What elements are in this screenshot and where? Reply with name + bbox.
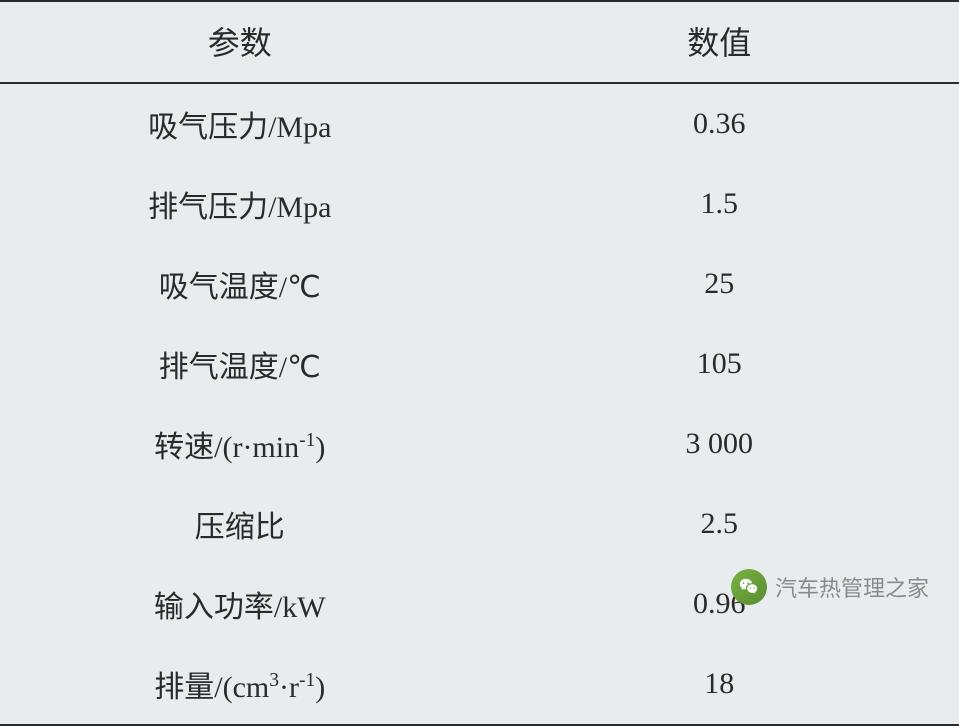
value-cell: 25 [480, 244, 959, 324]
table-row: 吸气压力/Mpa 0.36 [0, 83, 959, 164]
header-value: 数值 [480, 1, 959, 83]
param-name: 转速 [154, 431, 214, 464]
param-unit: /℃ [279, 351, 321, 384]
param-cell: 吸气压力/Mpa [0, 83, 480, 164]
param-cell: 转速/(r·min-1) [0, 404, 480, 484]
table-row: 压缩比 2.5 [0, 484, 959, 564]
param-name: 吸气温度 [159, 271, 279, 304]
value-cell: 105 [480, 324, 959, 404]
param-name: 压缩比 [195, 511, 285, 544]
param-unit: /(cm3·r-1) [214, 671, 325, 704]
value-cell: 3 000 [480, 404, 959, 484]
parameters-table: 参数 数值 吸气压力/Mpa 0.36 排气压力/Mpa 1.5 吸气温度/℃ [0, 0, 959, 726]
param-unit: /kW [274, 591, 326, 624]
param-unit: /Mpa [268, 111, 331, 144]
value-cell: 0.36 [480, 83, 959, 164]
param-cell: 输入功率/kW [0, 564, 480, 644]
wechat-icon [731, 569, 767, 605]
watermark: 汽车热管理之家 [731, 569, 929, 605]
param-cell: 吸气温度/℃ [0, 244, 480, 324]
param-name: 吸气压力 [148, 111, 268, 144]
header-param: 参数 [0, 1, 480, 83]
parameters-table-container: 参数 数值 吸气压力/Mpa 0.36 排气压力/Mpa 1.5 吸气温度/℃ [0, 0, 959, 665]
table-row: 排量/(cm3·r-1) 18 [0, 644, 959, 725]
param-unit: /℃ [279, 271, 321, 304]
value-cell: 2.5 [480, 484, 959, 564]
param-cell: 排量/(cm3·r-1) [0, 644, 480, 725]
param-unit: /Mpa [268, 191, 331, 224]
watermark-text: 汽车热管理之家 [775, 571, 929, 603]
param-name: 排气压力 [148, 191, 268, 224]
param-name: 排气温度 [159, 351, 279, 384]
table-row: 排气温度/℃ 105 [0, 324, 959, 404]
param-name: 输入功率 [154, 591, 274, 624]
param-unit: /(r·min-1) [214, 431, 325, 464]
param-cell: 压缩比 [0, 484, 480, 564]
table-header-row: 参数 数值 [0, 1, 959, 83]
table-row: 转速/(r·min-1) 3 000 [0, 404, 959, 484]
param-cell: 排气压力/Mpa [0, 164, 480, 244]
table-row: 吸气温度/℃ 25 [0, 244, 959, 324]
value-cell: 1.5 [480, 164, 959, 244]
value-cell: 18 [480, 644, 959, 725]
table-row: 排气压力/Mpa 1.5 [0, 164, 959, 244]
wechat-svg [738, 576, 760, 598]
param-name: 排量 [154, 671, 214, 704]
param-cell: 排气温度/℃ [0, 324, 480, 404]
